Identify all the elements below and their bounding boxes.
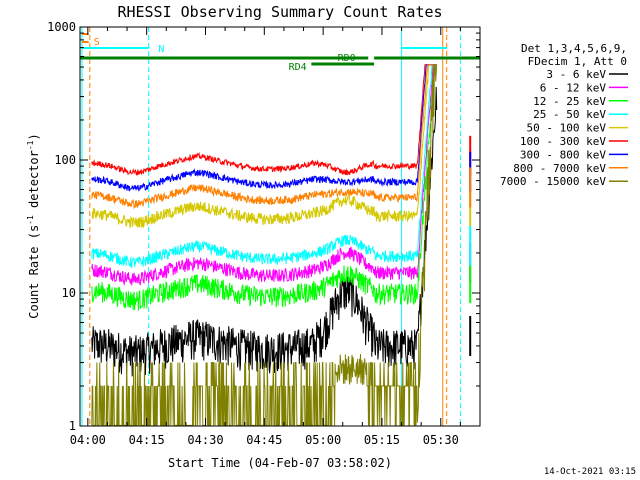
legend-entry-label: 800 - 7000 keV — [513, 162, 606, 175]
y-axis: 1 10 100 1000 — [47, 20, 480, 433]
series-line — [91, 64, 437, 177]
legend-header: Det 1,3,4,5,6,9, — [521, 42, 627, 55]
x-tick-label: 05:15 — [364, 433, 400, 447]
y-tick-label: 1 — [69, 419, 76, 433]
y-tick-label: 1000 — [47, 20, 76, 34]
x-tick-label: 04:45 — [246, 433, 282, 447]
flag-label: N — [158, 44, 164, 55]
series-line — [91, 64, 437, 311]
chart-title: RHESSI Observing Summary Count Rates — [117, 3, 442, 21]
y-tick-label: 100 — [54, 153, 76, 167]
plot-frame — [79, 26, 481, 427]
series-layer — [91, 64, 472, 426]
x-axis-label: Start Time (04-Feb-07 03:58:02) — [168, 456, 392, 470]
x-tick-label: 04:15 — [129, 433, 165, 447]
x-tick-label: 05:00 — [305, 433, 341, 447]
x-tick-label: 04:00 — [70, 433, 106, 447]
flag-label: RD0 — [338, 53, 356, 64]
legend-entry-label: 100 - 300 keV — [520, 135, 606, 148]
y-axis-label: Count Rate (s-1 detector-1) — [26, 133, 41, 318]
series-line — [91, 64, 437, 210]
series-line — [91, 64, 438, 426]
footer-timestamp: 14-Oct-2021 03:15 — [544, 467, 636, 477]
x-axis: 04:00 04:15 04:30 04:45 05:00 05:15 05:30 — [70, 27, 461, 447]
x-tick-label: 04:30 — [187, 433, 223, 447]
legend-header: FDecim 1, Att 0 — [528, 55, 627, 68]
legend: Det 1,3,4,5,6,9,FDecim 1, Att 03 - 6 keV… — [500, 42, 628, 188]
legend-entry-label: 3 - 6 keV — [546, 68, 606, 81]
flag-layer: S N RD0 RD4 — [80, 27, 480, 426]
flag-label: S — [94, 37, 100, 48]
y-tick-label: 10 — [62, 286, 76, 300]
legend-entry-label: 50 - 100 keV — [527, 122, 607, 135]
legend-entry-label: 7000 - 15000 keV — [500, 175, 606, 188]
legend-entry-label: 300 - 800 keV — [520, 148, 606, 161]
flag-label: RD4 — [289, 62, 307, 73]
legend-entry-label: 6 - 12 keV — [540, 81, 607, 94]
series-line — [91, 64, 437, 269]
series-line — [91, 64, 437, 286]
legend-entry-label: 25 - 50 keV — [533, 108, 606, 121]
legend-entry-label: 12 - 25 keV — [533, 95, 606, 108]
series-line — [91, 64, 437, 193]
series-line — [91, 64, 437, 229]
x-tick-label: 05:30 — [423, 433, 459, 447]
